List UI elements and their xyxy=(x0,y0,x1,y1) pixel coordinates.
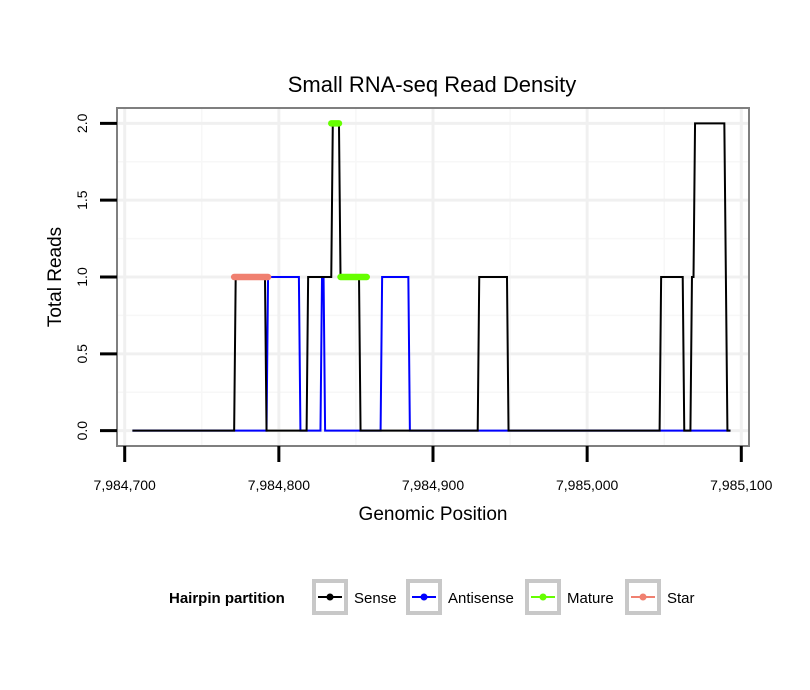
legend: Hairpin partition Sense Antisense Mature St… xyxy=(169,579,695,615)
y-tick-label: 0.5 xyxy=(74,344,90,364)
legend-title: Hairpin partition xyxy=(169,590,285,607)
x-tick-label: 7,984,800 xyxy=(248,477,310,493)
x-tick-label: 7,985,100 xyxy=(710,477,772,493)
x-axis: 7,984,700 7,984,800 7,984,900 7,985,000 7,98… xyxy=(94,446,773,493)
legend-key-point xyxy=(639,593,647,601)
legend-item-sense: Sense xyxy=(312,579,397,615)
series-line-sense xyxy=(132,122,731,432)
legend-key-point xyxy=(539,593,547,601)
x-tick-label: 7,984,700 xyxy=(94,477,156,493)
y-tick-label: 2.0 xyxy=(74,113,90,133)
y-tick-label: 1.0 xyxy=(74,267,90,287)
series-layer xyxy=(132,120,731,432)
legend-item-mature: Mature xyxy=(525,579,614,615)
x-tick-label: 7,985,000 xyxy=(556,477,618,493)
legend-label: Mature xyxy=(567,590,614,607)
chart-title: Small RNA-seq Read Density xyxy=(288,72,577,97)
y-axis: 0.0 0.5 1.0 1.5 2.0 xyxy=(74,113,117,440)
legend-label: Star xyxy=(667,590,695,607)
legend-item-star: Star xyxy=(625,579,695,615)
legend-item-antisense: Antisense xyxy=(406,579,514,615)
legend-key-point xyxy=(326,593,334,601)
y-tick-label: 0.0 xyxy=(74,421,90,441)
y-axis-title: Total Reads xyxy=(45,227,66,327)
x-axis-title: Genomic Position xyxy=(359,504,508,525)
x-tick-label: 7,984,900 xyxy=(402,477,464,493)
legend-label: Sense xyxy=(354,590,397,607)
legend-key-point xyxy=(420,593,428,601)
legend-label: Antisense xyxy=(448,590,514,607)
y-tick-label: 1.5 xyxy=(74,190,90,210)
